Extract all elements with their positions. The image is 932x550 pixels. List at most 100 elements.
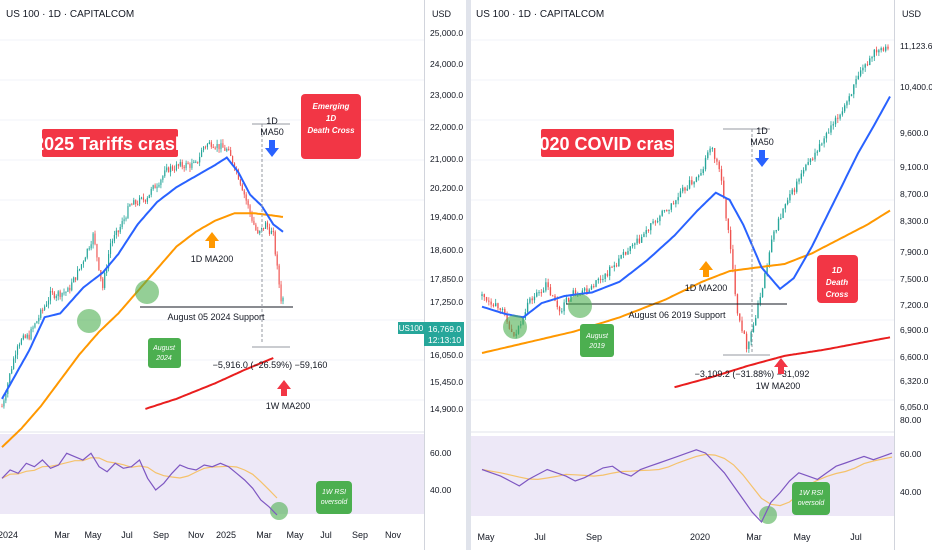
candle-body [92, 233, 94, 245]
candle-body [499, 308, 501, 310]
candle-body [743, 331, 745, 334]
candle-body [558, 307, 561, 312]
left-candles [1, 139, 284, 409]
candle-body [677, 197, 679, 201]
price-tick-label: 21,000.0 [430, 154, 463, 164]
candle-body [825, 133, 828, 139]
left-price-tag [424, 322, 464, 346]
candle-body [28, 334, 30, 340]
candle-body [773, 231, 775, 240]
candle-body [581, 290, 584, 295]
right-rsi-callout-2: oversold [798, 500, 826, 507]
candle-body [688, 180, 691, 189]
time-tick-label: Sep [153, 530, 169, 540]
candle-body [280, 284, 282, 302]
candle-body [201, 150, 203, 157]
candle-body [798, 179, 800, 182]
candle-body [684, 187, 686, 191]
candle-body [47, 300, 50, 305]
price-tick-label: 25,000.0 [430, 28, 463, 38]
candle-body [590, 286, 593, 290]
candle-body [61, 292, 63, 297]
left-time-axis: 2024 Mar May Jul Sep Nov 2025 Mar May Jul Sep Nov [0, 530, 401, 540]
candle-body [545, 282, 547, 291]
candle-body [241, 184, 243, 191]
candle-body [878, 50, 880, 53]
right-support-label: August 06 2019 Support [628, 310, 726, 320]
candle-body [615, 265, 618, 267]
candle-body [121, 221, 123, 227]
candle-body [139, 197, 141, 205]
candle-body [666, 210, 668, 212]
candle-body [195, 161, 197, 163]
candle-body [162, 176, 164, 180]
time-tick-label: May [286, 530, 304, 540]
left-ma200-label: 1D MA200 [191, 254, 234, 264]
candle-body [853, 84, 855, 95]
candle-body [148, 194, 150, 198]
candle-body [230, 150, 232, 157]
candle-body [723, 180, 725, 199]
left-circle-rsi [270, 502, 288, 520]
candle-body [154, 185, 156, 189]
candle-body [606, 273, 609, 276]
right-circle-august [568, 294, 592, 318]
candle-body [629, 246, 631, 252]
candle-body [593, 286, 595, 288]
candle-body [5, 393, 7, 401]
candle-body [565, 297, 568, 303]
left-currency-label[interactable]: USD [432, 9, 452, 19]
candle-body [94, 233, 96, 245]
price-tick-label: 18,600.0 [430, 245, 463, 255]
left-symbol-tag-text: US100 [399, 324, 424, 333]
candle-body [650, 223, 652, 231]
candle-body [818, 144, 821, 152]
candle-body [181, 162, 183, 167]
candle-body [780, 217, 782, 219]
candle-body [604, 273, 606, 280]
candle-body [529, 298, 531, 303]
candle-body [764, 273, 766, 289]
right-ma200w-label: 1W MA200 [756, 381, 801, 391]
candle-body [179, 162, 181, 166]
price-tick-label: 19,400.0 [430, 212, 463, 222]
price-tick-label: 23,000.0 [430, 90, 463, 100]
candle-body [216, 144, 218, 148]
time-tick-label: Jul [121, 530, 133, 540]
time-tick-label: Jul [850, 532, 862, 542]
candle-body [695, 177, 698, 182]
candle-body [880, 48, 882, 51]
price-tick-label: 11,123.6 [900, 41, 932, 51]
candle-body [185, 162, 187, 169]
candle-body [859, 70, 862, 76]
candle-body [111, 240, 114, 244]
candle-body [750, 332, 752, 342]
candle-body [38, 317, 40, 322]
left-chart-title: 2025 Tariffs crash [34, 134, 186, 154]
candle-body [278, 265, 280, 285]
right-chart-panel: 2020 COVID crash US 100 · 1D · CAPITALCO… [471, 0, 932, 550]
candle-body [670, 203, 672, 210]
candle-body [777, 218, 780, 231]
candle-body [42, 309, 44, 311]
candle-body [752, 325, 755, 333]
candle-body [16, 346, 19, 355]
candle-body [232, 156, 234, 164]
candle-body [693, 181, 695, 185]
right-currency-label[interactable]: USD [902, 9, 922, 19]
candle-body [654, 221, 657, 223]
candle-body [786, 200, 789, 205]
candle-body [45, 304, 48, 307]
left-symbol-header[interactable]: US 100 · 1D · CAPITALCOM [6, 9, 134, 20]
candle-body [63, 292, 65, 294]
right-circle-may [503, 315, 527, 339]
price-tick-label: 15,450.0 [430, 377, 463, 387]
candle-body [168, 167, 170, 173]
candle-body [828, 132, 830, 134]
time-tick-label: May [793, 532, 811, 542]
right-symbol-header[interactable]: US 100 · 1D · CAPITALCOM [476, 9, 604, 20]
right-ma200-label: 1D MA200 [685, 283, 728, 293]
time-tick-label: Sep [586, 532, 602, 542]
left-ma50-line [1, 156, 284, 400]
candle-body [202, 146, 205, 151]
